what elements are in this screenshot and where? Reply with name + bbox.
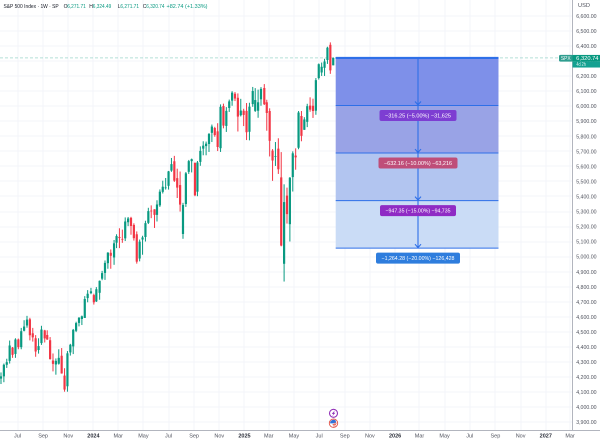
- svg-text:6,324.49: 6,324.49: [93, 4, 112, 10]
- svg-text:4,200.00: 4,200.00: [576, 375, 596, 381]
- svg-text:Sep: Sep: [491, 433, 501, 439]
- svg-text:Mar: Mar: [565, 433, 575, 439]
- svg-text:4d 2h: 4d 2h: [576, 62, 586, 68]
- svg-text:4,300.00: 4,300.00: [576, 360, 596, 366]
- svg-text:5,900.00: 5,900.00: [576, 119, 596, 125]
- svg-text:3,900.00: 3,900.00: [576, 420, 596, 426]
- svg-text:S&P 500 Index · 1W · SP: S&P 500 Index · 1W · SP: [4, 4, 60, 10]
- svg-text:6,000.00: 6,000.00: [576, 104, 596, 110]
- svg-text:2024: 2024: [87, 433, 100, 439]
- svg-text:5,300.00: 5,300.00: [576, 210, 596, 216]
- svg-text:4,000.00: 4,000.00: [576, 405, 596, 411]
- svg-text:4,100.00: 4,100.00: [576, 390, 596, 396]
- svg-text:−316.25 (−5.00%) −31,625: −316.25 (−5.00%) −31,625: [385, 113, 451, 119]
- svg-text:4,700.00: 4,700.00: [576, 300, 596, 306]
- svg-text:4,600.00: 4,600.00: [576, 315, 596, 321]
- svg-text:Sep: Sep: [340, 433, 350, 439]
- svg-text:6,200.00: 6,200.00: [576, 74, 596, 80]
- svg-text:Jul: Jul: [316, 433, 323, 439]
- svg-text:6,271.71: 6,271.71: [67, 4, 86, 10]
- svg-text:2026: 2026: [389, 433, 401, 439]
- svg-text:6,271.71: 6,271.71: [120, 4, 139, 10]
- svg-text:5,700.00: 5,700.00: [576, 149, 596, 155]
- svg-text:4,400.00: 4,400.00: [576, 345, 596, 351]
- svg-text:5,800.00: 5,800.00: [576, 134, 596, 140]
- svg-text:Sep: Sep: [189, 433, 199, 439]
- svg-text:USD: USD: [578, 3, 590, 9]
- svg-text:Mar: Mar: [415, 433, 425, 439]
- svg-text:5,100.00: 5,100.00: [576, 240, 596, 246]
- svg-text:Jul: Jul: [466, 433, 473, 439]
- svg-text:4,900.00: 4,900.00: [576, 270, 596, 276]
- svg-text:6,100.00: 6,100.00: [576, 89, 596, 95]
- svg-text:5,200.00: 5,200.00: [576, 225, 596, 231]
- svg-text:May: May: [439, 433, 450, 439]
- svg-text:May: May: [289, 433, 300, 439]
- svg-text:2025: 2025: [238, 433, 250, 439]
- svg-text:Mar: Mar: [264, 433, 274, 439]
- svg-text:Mar: Mar: [113, 433, 123, 439]
- svg-text:−1,264.28 (−20.00%) −126,428: −1,264.28 (−20.00%) −126,428: [382, 256, 455, 262]
- svg-text:+82.74 (+1.33%): +82.74 (+1.33%): [167, 4, 208, 10]
- svg-text:Nov: Nov: [516, 433, 526, 439]
- svg-text:5,400.00: 5,400.00: [576, 195, 596, 201]
- svg-text:6,400.00: 6,400.00: [576, 44, 596, 50]
- svg-text:6,500.00: 6,500.00: [576, 29, 596, 35]
- svg-text:4,800.00: 4,800.00: [576, 285, 596, 291]
- svg-text:Nov: Nov: [214, 433, 224, 439]
- svg-text:Jul: Jul: [165, 433, 172, 439]
- svg-text:2027: 2027: [540, 433, 552, 439]
- svg-text:Jul: Jul: [14, 433, 21, 439]
- svg-text:−947.35 (−15.00%) −94,735: −947.35 (−15.00%) −94,735: [386, 209, 451, 215]
- svg-text:5,600.00: 5,600.00: [576, 164, 596, 170]
- svg-text:5,000.00: 5,000.00: [576, 255, 596, 261]
- svg-text:6,320.74: 6,320.74: [146, 4, 164, 10]
- svg-text:5,500.00: 5,500.00: [576, 179, 596, 185]
- svg-text:Nov: Nov: [365, 433, 375, 439]
- svg-text:May: May: [138, 433, 149, 439]
- svg-text:−632.16 (−10.00%) −63,216: −632.16 (−10.00%) −63,216: [384, 161, 452, 167]
- svg-text:SPX: SPX: [561, 56, 571, 62]
- svg-text:Sep: Sep: [38, 433, 48, 439]
- svg-text:Nov: Nov: [63, 433, 73, 439]
- svg-text:4,500.00: 4,500.00: [576, 330, 596, 336]
- svg-text:6,600.00: 6,600.00: [576, 14, 596, 20]
